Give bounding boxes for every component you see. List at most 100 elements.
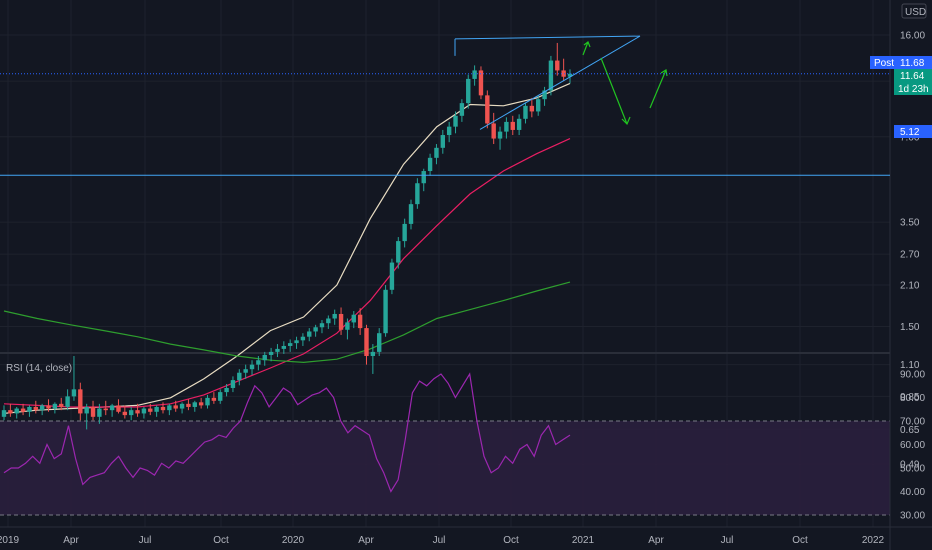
candle-body bbox=[281, 345, 287, 349]
candle bbox=[446, 121, 452, 143]
arrow-up-small-icon[interactable] bbox=[582, 41, 589, 56]
candle bbox=[179, 402, 185, 414]
candle bbox=[497, 126, 503, 150]
candle bbox=[33, 400, 38, 414]
candle bbox=[427, 153, 433, 176]
candle bbox=[84, 403, 89, 430]
price-tick-label: 1.50 bbox=[900, 322, 920, 333]
time-tick-label: 2020 bbox=[282, 535, 305, 546]
candle bbox=[78, 382, 83, 421]
countdown-value: 1d 23h bbox=[898, 84, 929, 95]
candle bbox=[173, 400, 178, 412]
price-tick-label: 0.49 bbox=[900, 460, 920, 471]
candle-body bbox=[218, 392, 223, 401]
lower-trendline[interactable] bbox=[479, 35, 641, 130]
candle-body bbox=[78, 389, 83, 414]
rsi-tick-label: 80.00 bbox=[900, 393, 925, 404]
candle-body bbox=[1, 410, 7, 417]
rsi-line bbox=[3, 372, 571, 493]
candle-body bbox=[561, 70, 566, 77]
candle bbox=[39, 403, 45, 416]
candle bbox=[472, 65, 477, 86]
candle-body bbox=[52, 403, 58, 409]
candle bbox=[52, 402, 58, 414]
candle-body bbox=[27, 406, 32, 412]
candle bbox=[326, 315, 331, 329]
candle bbox=[294, 336, 299, 349]
candle-body bbox=[466, 78, 471, 104]
close-price-badge-bg bbox=[894, 69, 932, 82]
price-tick-label: 2.70 bbox=[900, 250, 920, 261]
currency-badge[interactable]: USD bbox=[901, 3, 927, 19]
candle-body bbox=[8, 410, 13, 414]
rsi-tick-label: 50.00 bbox=[900, 464, 925, 475]
level-price-badge: 5.12 bbox=[894, 125, 932, 138]
candle-body bbox=[548, 60, 554, 91]
candle-body bbox=[567, 73, 573, 77]
candle-body bbox=[160, 406, 166, 411]
candle bbox=[262, 351, 267, 366]
candle-body bbox=[198, 402, 204, 406]
candle bbox=[243, 364, 248, 379]
candle-body bbox=[71, 389, 77, 397]
candle bbox=[555, 42, 560, 76]
price-tick-label: 0.65 bbox=[900, 425, 920, 436]
candle-body bbox=[237, 372, 242, 381]
candle bbox=[523, 103, 528, 124]
arrow-down-head-icon[interactable] bbox=[621, 116, 631, 126]
rsi-axis-labels[interactable]: 90.00 80.00 70.00 60.00 50.00 40.00 30.00 bbox=[900, 370, 925, 522]
rsi-overbought-band bbox=[0, 421, 890, 515]
candle bbox=[20, 403, 26, 416]
candle-body bbox=[148, 408, 153, 412]
candle bbox=[313, 324, 318, 337]
arrow-up-small-head-icon[interactable] bbox=[583, 41, 591, 48]
candle-body bbox=[103, 408, 108, 411]
rsi-tick-label: 60.00 bbox=[900, 440, 925, 451]
candle-body bbox=[453, 115, 458, 127]
candle bbox=[90, 400, 96, 421]
candle bbox=[46, 399, 51, 412]
arrow-up-icon[interactable] bbox=[649, 69, 667, 109]
candle bbox=[160, 402, 166, 414]
price-tick-label: 16.00 bbox=[900, 31, 925, 42]
post-badge-label: Post bbox=[874, 58, 894, 69]
candle-body bbox=[364, 328, 369, 356]
candle bbox=[141, 406, 147, 419]
candle bbox=[1, 405, 7, 421]
rsi-title[interactable]: RSI (14, close) bbox=[6, 363, 72, 374]
candle bbox=[237, 369, 242, 386]
candle-body bbox=[173, 405, 178, 409]
time-tick-label: Apr bbox=[63, 535, 79, 546]
candle-body bbox=[446, 126, 452, 136]
price-tick-label: 1.10 bbox=[900, 360, 920, 371]
post-badge-bg bbox=[870, 56, 898, 69]
candle bbox=[351, 311, 356, 329]
candle-body bbox=[326, 318, 331, 324]
candle-body bbox=[192, 402, 197, 407]
candle bbox=[377, 328, 382, 356]
candle-body bbox=[243, 369, 248, 373]
candle-body bbox=[300, 336, 306, 341]
candle-body bbox=[516, 118, 522, 130]
candlestick-series bbox=[1, 42, 573, 430]
rsi-tick-label: 40.00 bbox=[900, 487, 925, 498]
candle bbox=[268, 347, 274, 362]
candle bbox=[205, 394, 210, 409]
candle-body bbox=[211, 397, 217, 401]
upper-trendline[interactable] bbox=[454, 35, 641, 40]
candle-body bbox=[402, 223, 407, 242]
candle bbox=[383, 285, 388, 337]
arrow-down-icon[interactable] bbox=[600, 57, 628, 125]
candle-body bbox=[478, 70, 484, 96]
candle bbox=[516, 114, 522, 136]
candle bbox=[218, 389, 223, 404]
candle bbox=[332, 309, 337, 325]
candle bbox=[71, 355, 77, 401]
time-tick-label: Oct bbox=[213, 535, 229, 546]
time-axis-labels[interactable]: 2019 Apr Jul Oct 2020 Apr Jul Oct 2021 Apr Jul Oct 2… bbox=[0, 535, 885, 546]
candle bbox=[548, 55, 554, 96]
candle bbox=[65, 389, 70, 411]
candle-body bbox=[427, 157, 433, 172]
candle-body bbox=[383, 289, 388, 334]
